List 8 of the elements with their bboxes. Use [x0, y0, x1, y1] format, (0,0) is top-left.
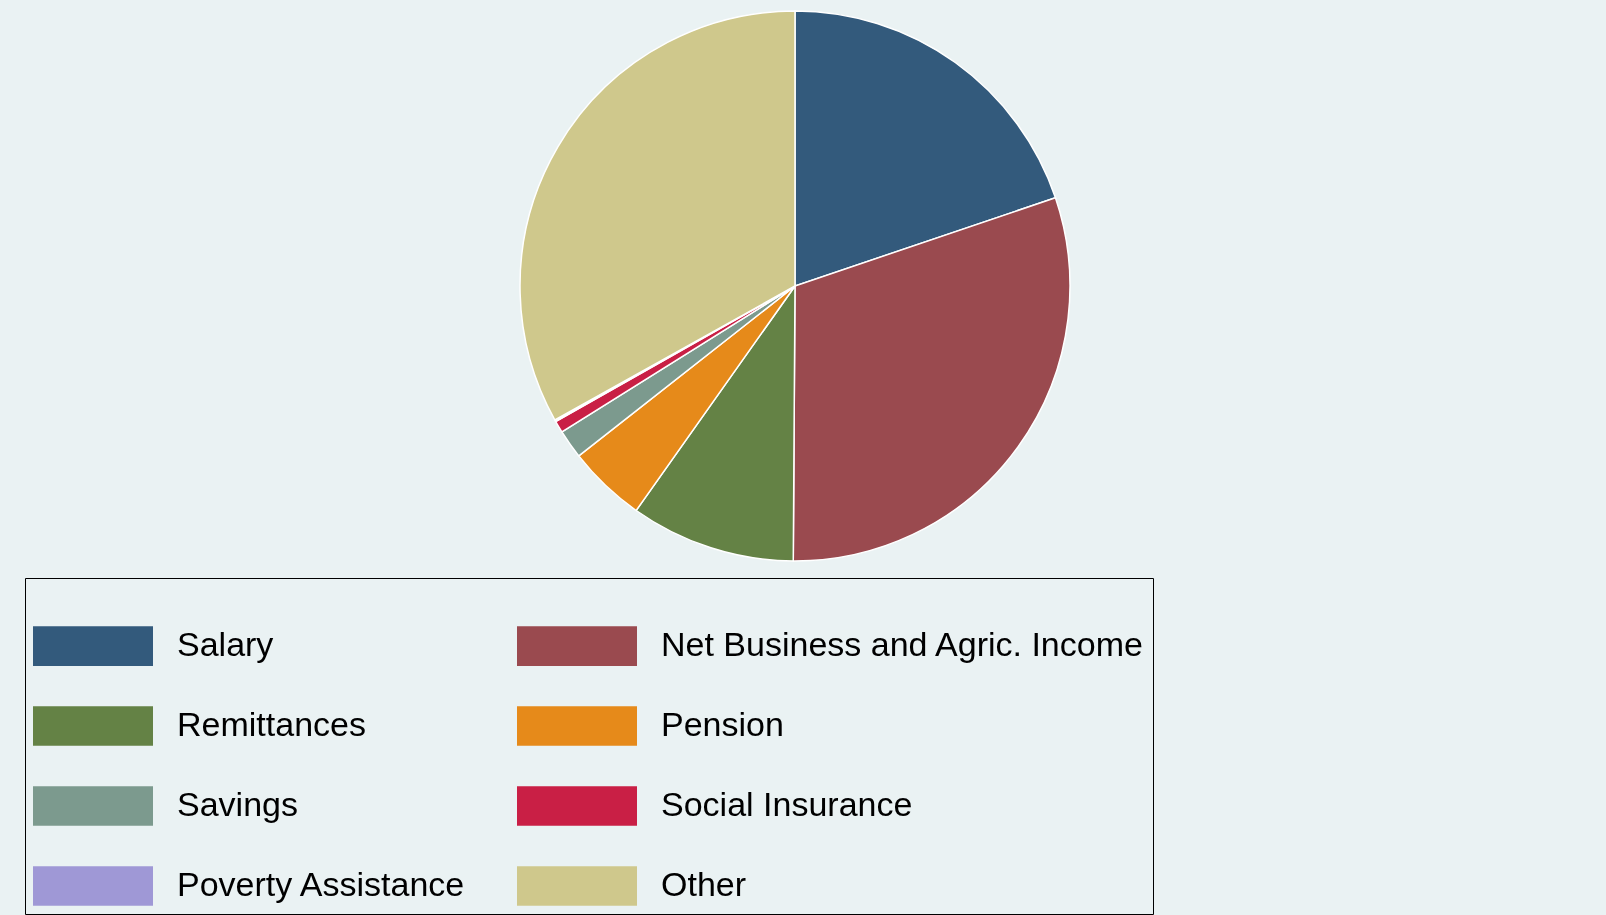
legend-label: Savings [177, 785, 298, 823]
legend-label: Social Insurance [661, 785, 913, 823]
legend-label: Net Business and Agric. Income [661, 625, 1143, 664]
legend-label: Poverty Assistance [177, 865, 465, 903]
legend-label: Salary [177, 625, 274, 664]
legend-label: Remittances [177, 705, 366, 743]
legend-label: Pension [661, 705, 784, 743]
legend-label: Other [661, 865, 747, 903]
